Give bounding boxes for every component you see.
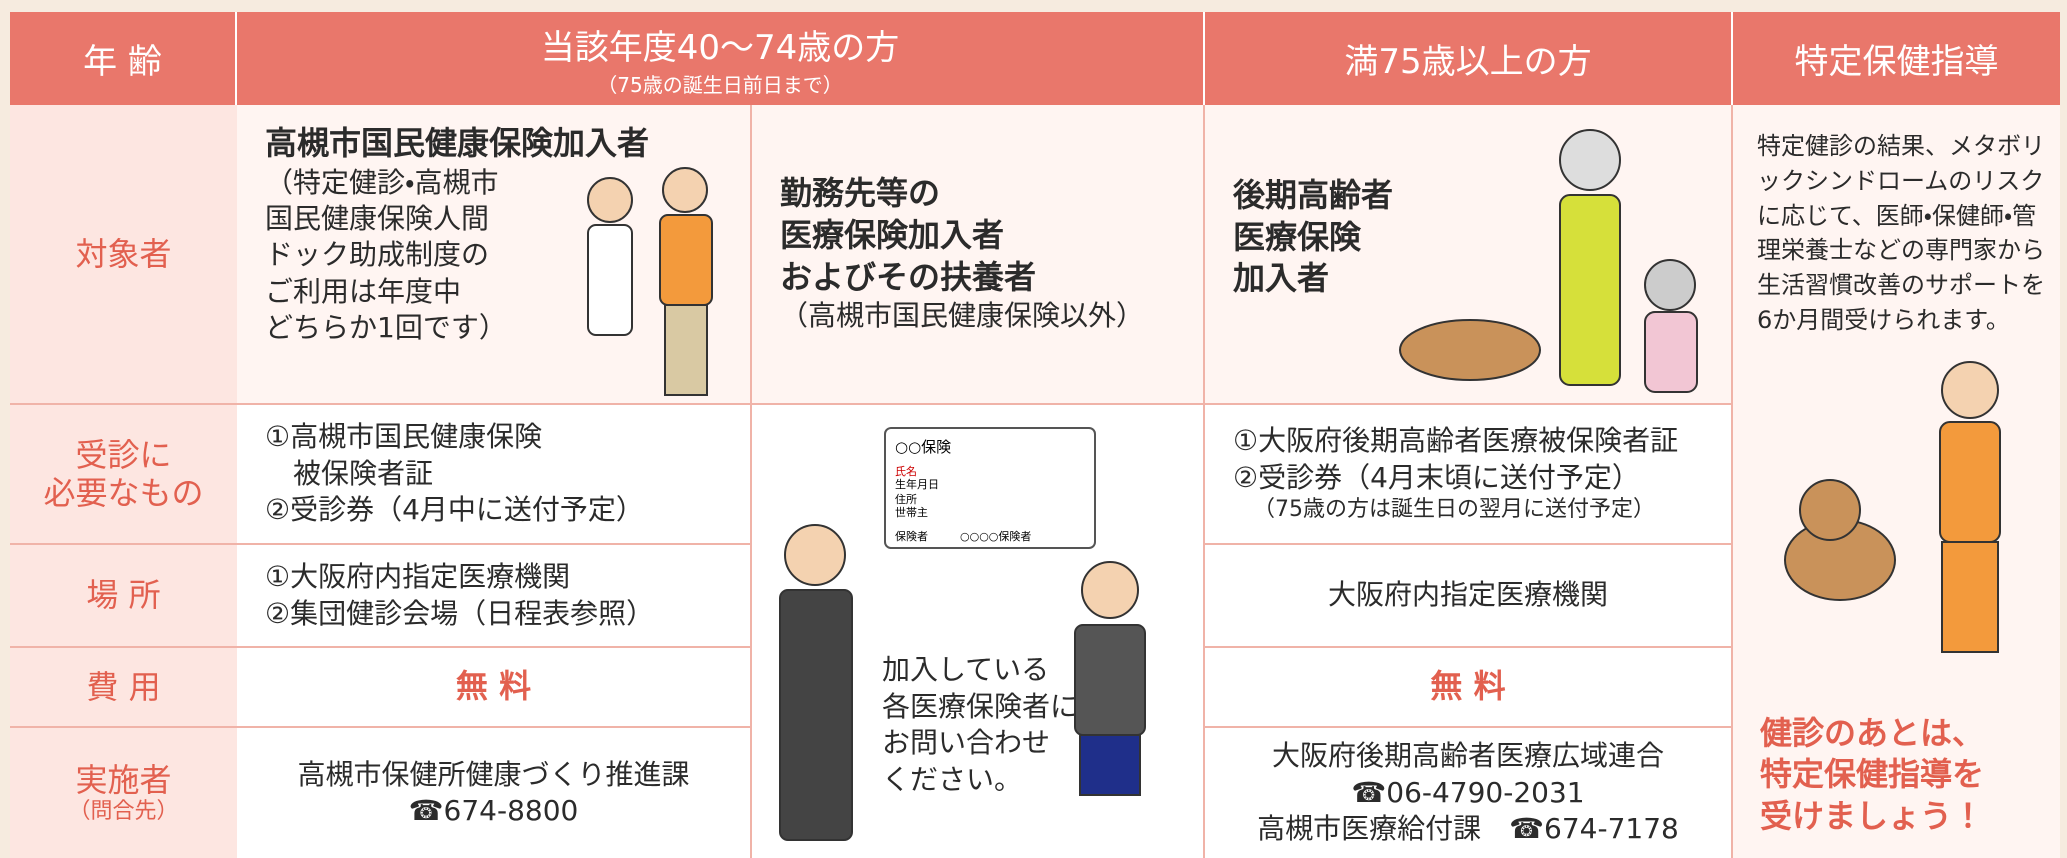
guidance-callout: 健診のあとは、 特定保健指導を 受けましょう！ [1760, 700, 2060, 850]
row-label: 受診に 必要なもの [10, 405, 237, 545]
illustration-couple [587, 167, 713, 396]
label-text: 受診に 必要なもの [43, 435, 204, 512]
callout-text: 健診のあとは、 特定保健指導を 受けましょう！ [1760, 713, 1985, 835]
cell: 高槻市保健所健康づくり推進課 ☎674-8800 [237, 728, 752, 858]
illustration-walker [1784, 361, 2001, 653]
card-text: ○○保険 [895, 438, 951, 456]
cell-text: （高槻市国民健康保険以外） [780, 299, 1145, 333]
cell-note: （75歳の方は誕生日の翌月に送付予定） [1253, 497, 1655, 523]
label-note: （問合先） [68, 799, 179, 824]
cell-text: ①高槻市国民健康保険 被保険者証 ②受診券（4月中に送付予定） [265, 420, 644, 527]
card-text: 世帯主 [895, 506, 928, 519]
card-text: 生年月日 [895, 477, 939, 491]
cell: ①高槻市国民健康保険 被保険者証 ②受診券（4月中に送付予定） [237, 405, 752, 545]
row-label: 実施者 （問合先） [10, 728, 237, 858]
cell: 大阪府内指定医療機関 [1205, 545, 1733, 648]
cell: 無 料 [1205, 648, 1733, 728]
row-label: 対象者 [10, 105, 237, 405]
label-text: 場 所 [86, 576, 161, 615]
header-text: 年 齢 [83, 42, 162, 82]
cell-text: 無 料 [1430, 667, 1506, 706]
cell-text: 大阪府後期高齢者医療広域連合 [1271, 739, 1664, 773]
cell-text: ☎674-8800 [408, 794, 579, 827]
cell: ①大阪府内指定医療機関 ②集団健診会場（日程表参照） [237, 545, 752, 648]
guidance-cell: 特定健診の結果、メタボリックシンドロームのリスクに応じて、医師・保健師・管理栄養… [1733, 105, 2060, 858]
header-age: 年 齢 [10, 12, 237, 105]
illustration-elderly [1399, 129, 1698, 393]
cell-text: 高槻市保健所健康づくり推進課 [297, 757, 690, 791]
card-text: 住所 [895, 492, 917, 506]
card-text: 保険者 [895, 529, 928, 543]
card-text: 氏名 [895, 464, 917, 478]
cell: 大阪府後期高齢者医療広域連合 ☎06-4790-2031 高槻市医療給付課 ☎674… [1205, 728, 1733, 858]
cell-title: 勤務先等の 医療保険加入者 およびその扶養者 [780, 174, 1037, 296]
cell-text: 大阪府内指定医療機関 [1327, 578, 1608, 612]
header-text: 満75歳以上の方 [1344, 42, 1592, 82]
cell: 無 料 [237, 648, 752, 728]
cell: ①大阪府後期高齢者医療被保険者証 ②受診券（4月末頃に送付予定） （75歳の方は誕… [1205, 405, 1733, 545]
header-note: （75歳の誕生日前日まで） [597, 72, 843, 97]
cell: 勤務先等の 医療保険加入者 およびその扶養者 （高槻市国民健康保険以外） [752, 105, 1205, 405]
header-text: 当該年度40～74歳の方 [540, 27, 900, 68]
illustration-office: ○○保険 氏名 生年月日 住所 世帯主 保険者 ○○○○保険者 [779, 427, 1146, 841]
label-text: 実施者 [75, 760, 172, 799]
cell-text: ☎06-4790-2031 [1351, 775, 1585, 809]
label-text: 対象者 [75, 234, 172, 273]
cell-text: 高槻市医療給付課 ☎674-7178 [1257, 812, 1679, 846]
label-text: 費 用 [86, 667, 161, 706]
cell-text: ①大阪府内指定医療機関 ②集団健診会場（日程表参照） [265, 560, 655, 630]
header-guidance: 特定保健指導 [1733, 12, 2060, 105]
cell-title: 高槻市国民健康保険加入者 [265, 124, 650, 162]
guidance-text: 特定健診の結果、メタボリックシンドロームのリスクに応じて、医師・保健師・管理栄養… [1757, 132, 2045, 334]
cell-text: ①大阪府後期高齢者医療被保険者証 ②受診券（4月末頃に送付予定） [1233, 424, 1679, 494]
row-label: 費 用 [10, 648, 237, 728]
cell-text: （特定健診・高槻市 国民健康保険人間 ドック助成制度の ご利用は年度中 どちらか… [265, 165, 507, 345]
header-text: 特定保健指導 [1794, 42, 1999, 82]
cell-text: 無 料 [455, 667, 532, 706]
cell-text: 加入している 各医療保険者に お問い合わせ ください。 [882, 653, 1079, 796]
header-elderly: 満75歳以上の方 [1205, 12, 1733, 105]
row-label: 場 所 [10, 545, 237, 648]
header-young: 当該年度40～74歳の方 （75歳の誕生日前日まで） [237, 12, 1205, 105]
card-text: ○○○○保険者 [960, 529, 1031, 543]
cell-title: 後期高齢者 医療保険 加入者 [1233, 176, 1394, 298]
insurance-card [884, 427, 1096, 549]
